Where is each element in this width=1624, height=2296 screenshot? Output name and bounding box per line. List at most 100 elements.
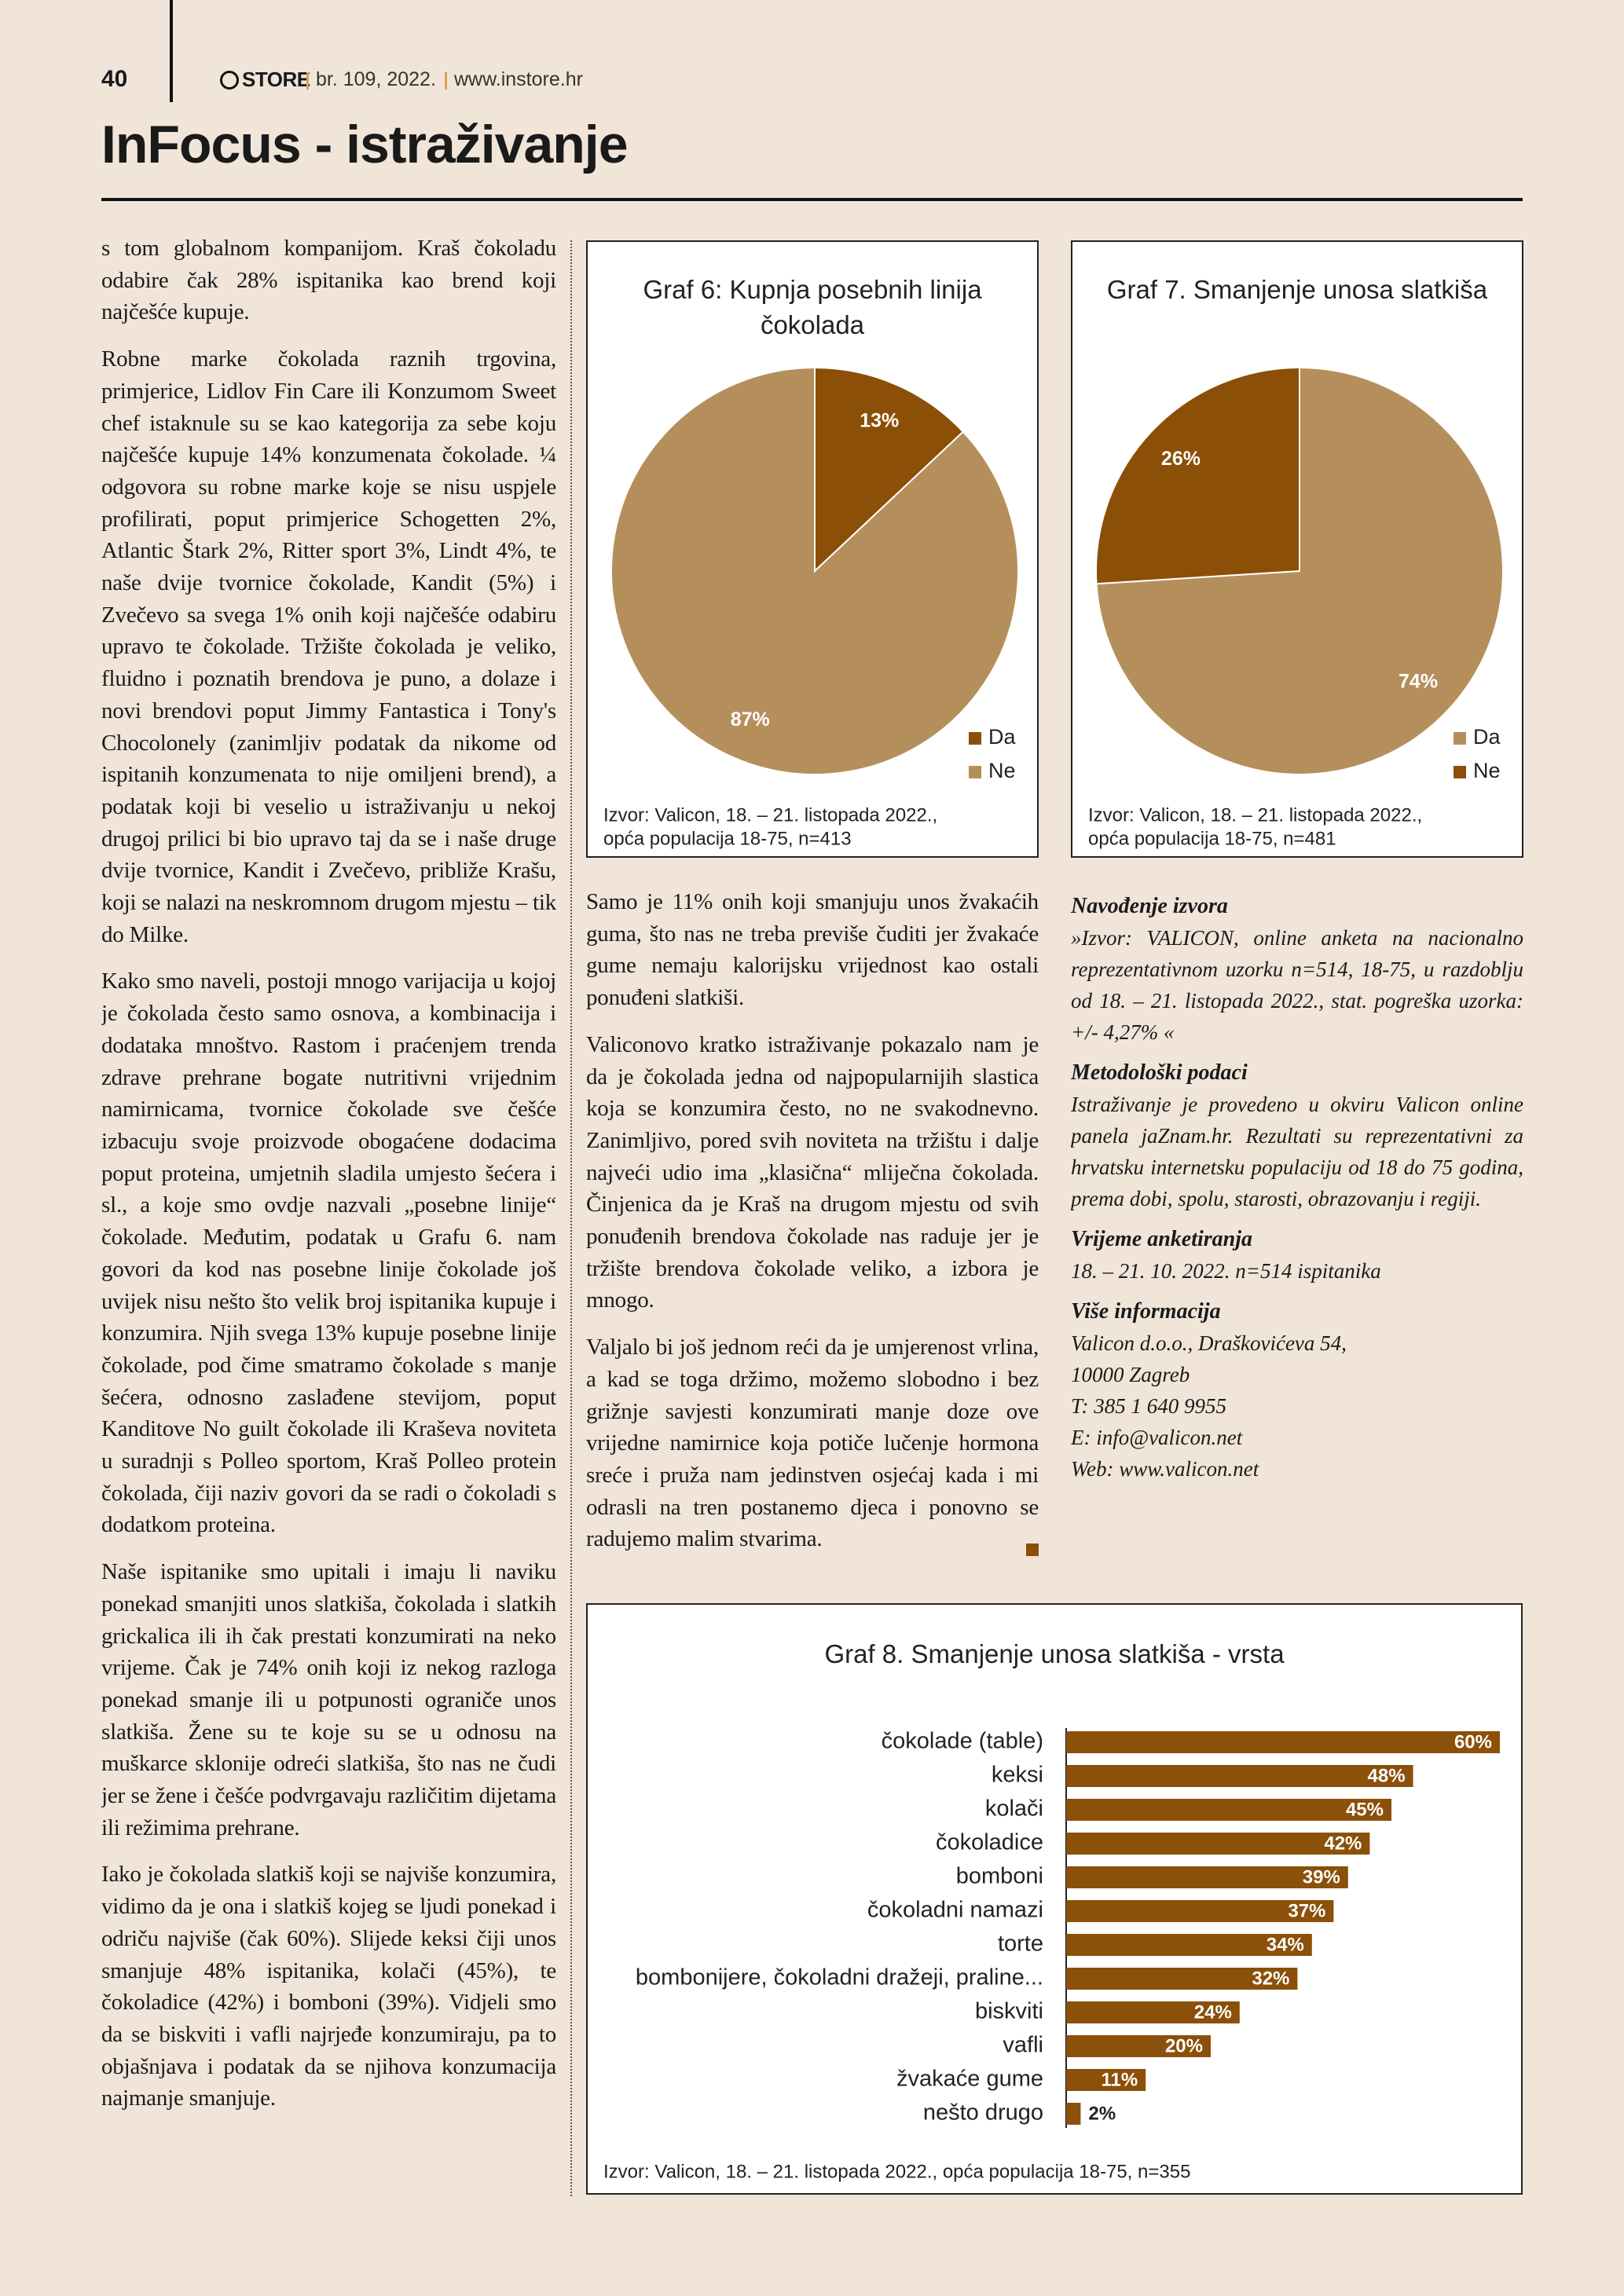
bar: [1066, 1799, 1391, 1821]
legend-label: Ne: [988, 759, 1016, 782]
category-label: čokoladice: [936, 1830, 1043, 1855]
page-number: 40: [101, 66, 128, 92]
source: Izvor: Valicon, 18. – 21. listopada 2022…: [603, 804, 937, 826]
bar: [1066, 2001, 1240, 2023]
info-text: Valicon d.o.o., Draškovićeva 54,: [1071, 1331, 1347, 1355]
info-heading: Više informacija: [1071, 1299, 1221, 1324]
data-label: 37%: [1288, 1900, 1325, 1921]
data-label: 74%: [1399, 670, 1438, 692]
issue: br. 109, 2022.: [316, 68, 436, 90]
data-label: 45%: [1346, 1799, 1384, 1820]
pie-slice: [814, 366, 965, 573]
chart-box: Graf 6: Kupnja posebnih linija čokolada …: [586, 240, 1039, 858]
chart-title: Graf 8. Smanjenje unosa slatkiša - vrsta: [824, 1639, 1285, 1668]
bar: [1066, 1765, 1413, 1787]
data-label: 26%: [1161, 448, 1201, 470]
section-title: InFocus - istraživanje: [101, 115, 629, 174]
legend-swatch: [969, 766, 981, 778]
paragraph: Iako je čokolada slatkiš koji se najviše…: [101, 1862, 556, 2111]
chart: 74% 26% Da Ne Izvor: Valicon, 18. – 21. list…: [1088, 366, 1504, 849]
bar: [1066, 2035, 1211, 2057]
middle-column: Samo je 11% onih koji smanjuju unos žvak…: [586, 886, 1039, 1569]
data-label: 39%: [1303, 1866, 1340, 1888]
logo-icon: [220, 71, 239, 90]
info-text: T: 385 1 640 9955: [1071, 1394, 1227, 1418]
category-label: čokoladni namazi: [867, 1898, 1043, 1923]
category-label: keksi: [992, 1763, 1043, 1788]
category-label: kolači: [985, 1796, 1043, 1822]
legend-label: Da: [988, 725, 1016, 749]
data-label: 20%: [1165, 2035, 1203, 2056]
source: opća populacija 18-75, n=413: [603, 828, 852, 849]
legend-label: Ne: [1473, 759, 1501, 782]
paragraph: Robne marke čokolada raznih trgovina, pr…: [101, 346, 556, 947]
paragraph: Kako smo naveli, postoji mnogo varijacij…: [101, 969, 556, 1538]
bar: [1066, 2103, 1081, 2125]
chart-box: Graf 7. Smanjenje unosa slatkiša 74% 26% D…: [1071, 240, 1523, 858]
bar: [1066, 1934, 1312, 1956]
category-label: čokolade (table): [882, 1729, 1043, 1754]
bar: [1066, 1731, 1500, 1753]
bar: [1066, 1833, 1370, 1855]
pie-slice: [1095, 366, 1300, 585]
header-divider: [170, 0, 173, 102]
left-column: s tom globalnom kompanijom. Kraš čokolad…: [101, 233, 556, 2204]
legend-swatch: [969, 732, 981, 745]
data-label: 60%: [1454, 1731, 1492, 1752]
category-label: vafli: [1003, 2033, 1043, 2058]
paragraph: Naše ispitanike smo upitali i imaju li n…: [101, 1559, 556, 1840]
data-label: 42%: [1324, 1833, 1362, 1854]
paragraph: s tom globalnom kompanijom. Kraš čokolad…: [101, 236, 556, 325]
data-label: 2%: [1088, 2103, 1116, 2124]
chart-title: Graf 7. Smanjenje unosa slatkiša: [1106, 275, 1488, 304]
data-label: 11%: [1101, 2069, 1138, 2090]
chart-title: Graf 6: Kupnja posebnih linija čokolada: [643, 275, 982, 339]
pie-slice: [610, 366, 1019, 775]
data-label: 48%: [1368, 1765, 1406, 1786]
source: Izvor: Valicon, 18. – 21. listopada 2022…: [603, 2161, 1190, 2182]
separator: [445, 72, 447, 90]
legend-label: Da: [1473, 725, 1501, 749]
data-label: 32%: [1252, 1968, 1289, 1989]
website: www.instore.hr: [454, 68, 583, 90]
info-heading: Vrijeme anketiranja: [1071, 1227, 1253, 1251]
header-rule: [101, 198, 1523, 201]
bar: [1066, 1866, 1348, 1888]
info-text: Istraživanje je provedeno u okviru Valic…: [1071, 1093, 1523, 1210]
paragraph: Valjalo bi još jednom reći da je umjeren…: [586, 1335, 1039, 1552]
info-text: 18. – 21. 10. 2022. n=514 ispitanika: [1071, 1259, 1381, 1283]
category-label: bomboni: [956, 1864, 1043, 1889]
separator: [306, 72, 309, 90]
paragraph: Samo je 11% onih koji smanjuju unos žvak…: [586, 889, 1039, 1011]
legend-swatch: [1454, 732, 1466, 745]
column-divider: [570, 240, 572, 2196]
data-label: 87%: [731, 709, 770, 731]
legend-swatch: [1454, 766, 1466, 778]
info-box: Navođenje izvora »Izvor: VALICON, online …: [1071, 881, 1523, 1573]
chart: čokolade (table) 60% keksi 48% kolači 45% čoko…: [603, 1728, 1500, 2182]
category-label: nešto drugo: [923, 2100, 1043, 2126]
data-label: 13%: [860, 409, 899, 431]
category-label: žvakaće gume: [896, 2067, 1043, 2092]
chart-box: Graf 8. Smanjenje unosa slatkiša - vrsta…: [586, 1603, 1523, 2195]
category-label: torte: [998, 1932, 1043, 1957]
data-label: 34%: [1267, 1934, 1304, 1955]
chart: 13% 87% Da Ne Izvor: Valicon, 18. – 21. list…: [603, 366, 1019, 849]
info-heading: Metodološki podaci: [1071, 1060, 1248, 1085]
paragraph: Valiconovo kratko istraživanje pokazalo …: [586, 1031, 1039, 1313]
bar: [1066, 1968, 1298, 1990]
magazine-name: STORE: [242, 68, 310, 91]
bar: [1066, 1900, 1334, 1922]
data-label: 24%: [1194, 2001, 1232, 2023]
category-label: biskviti: [975, 1999, 1043, 2024]
source: Izvor: Valicon, 18. – 21. listopada 2022…: [1088, 804, 1422, 826]
end-mark: [1026, 1543, 1039, 1556]
info-text: Web: www.valicon.net: [1071, 1457, 1259, 1481]
info-heading: Navođenje izvora: [1071, 894, 1228, 918]
category-label: bombonijere, čokoladni dražeji, praline.…: [636, 1965, 1043, 1990]
info-text: 10000 Zagreb: [1071, 1363, 1190, 1386]
source: opća populacija 18-75, n=481: [1088, 828, 1336, 849]
bar: [1066, 2069, 1146, 2091]
